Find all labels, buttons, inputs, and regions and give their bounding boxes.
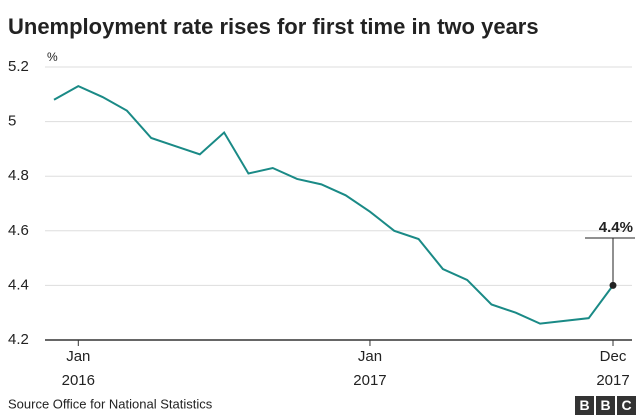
logo-block	[596, 396, 615, 415]
source: Source Office for National Statistics	[8, 396, 213, 411]
y-tick-label: 5	[8, 113, 16, 130]
line	[53, 84, 614, 325]
y-tick-label: 4.6	[8, 222, 29, 239]
logo-letter: C	[621, 397, 631, 413]
logo-block	[575, 396, 594, 415]
chart-title: Unemployment rate rises for first time i…	[8, 14, 539, 39]
y-tick-label: 5.2	[8, 58, 29, 75]
y-tick-label: 4.2	[8, 331, 29, 348]
x-tick-label: Jan 2017	[353, 348, 386, 389]
y-unit: %	[47, 50, 58, 64]
logo-block	[617, 396, 636, 415]
y-tick-label: 4.4	[8, 276, 29, 293]
x-tick-label: Dec 2017	[596, 348, 629, 389]
value-label: 4.4%	[599, 219, 633, 236]
x-tick-label: Jan 2016	[62, 348, 95, 389]
logo-letter: B	[600, 397, 610, 413]
y-tick-label: 4.8	[8, 167, 29, 184]
logo-letter: B	[579, 397, 589, 413]
point	[609, 281, 617, 289]
